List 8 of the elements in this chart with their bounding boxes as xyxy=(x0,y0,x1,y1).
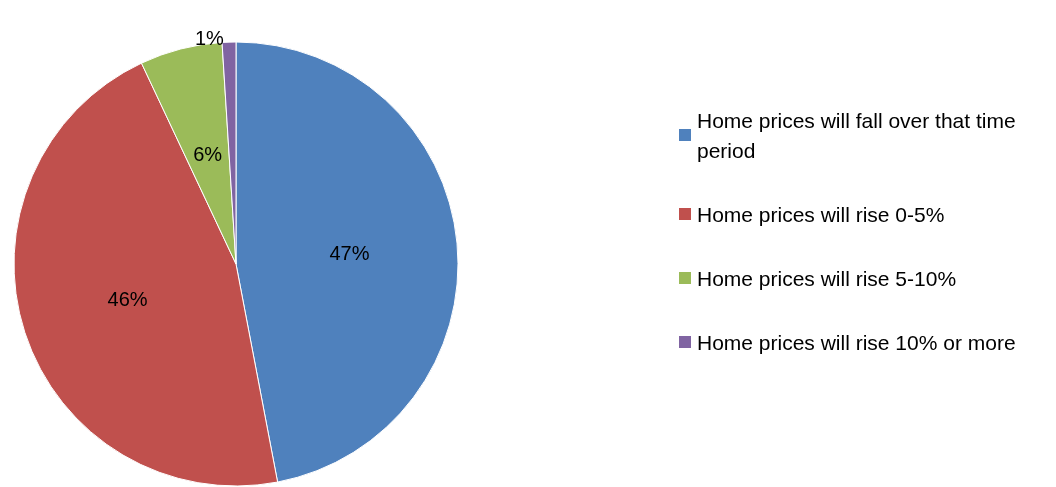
legend-label: Home prices will rise 10% or more xyxy=(697,330,1016,354)
data-label: 47% xyxy=(329,242,370,265)
data-label: 1% xyxy=(194,27,225,50)
data-label: 6% xyxy=(193,142,223,165)
legend-label: Home prices will fall over that time period xyxy=(697,108,1022,162)
legend-label: Home prices will rise 5-10% xyxy=(697,266,957,290)
legend-label: Home prices will rise 0-5% xyxy=(697,202,945,226)
data-label: 46% xyxy=(107,288,148,311)
